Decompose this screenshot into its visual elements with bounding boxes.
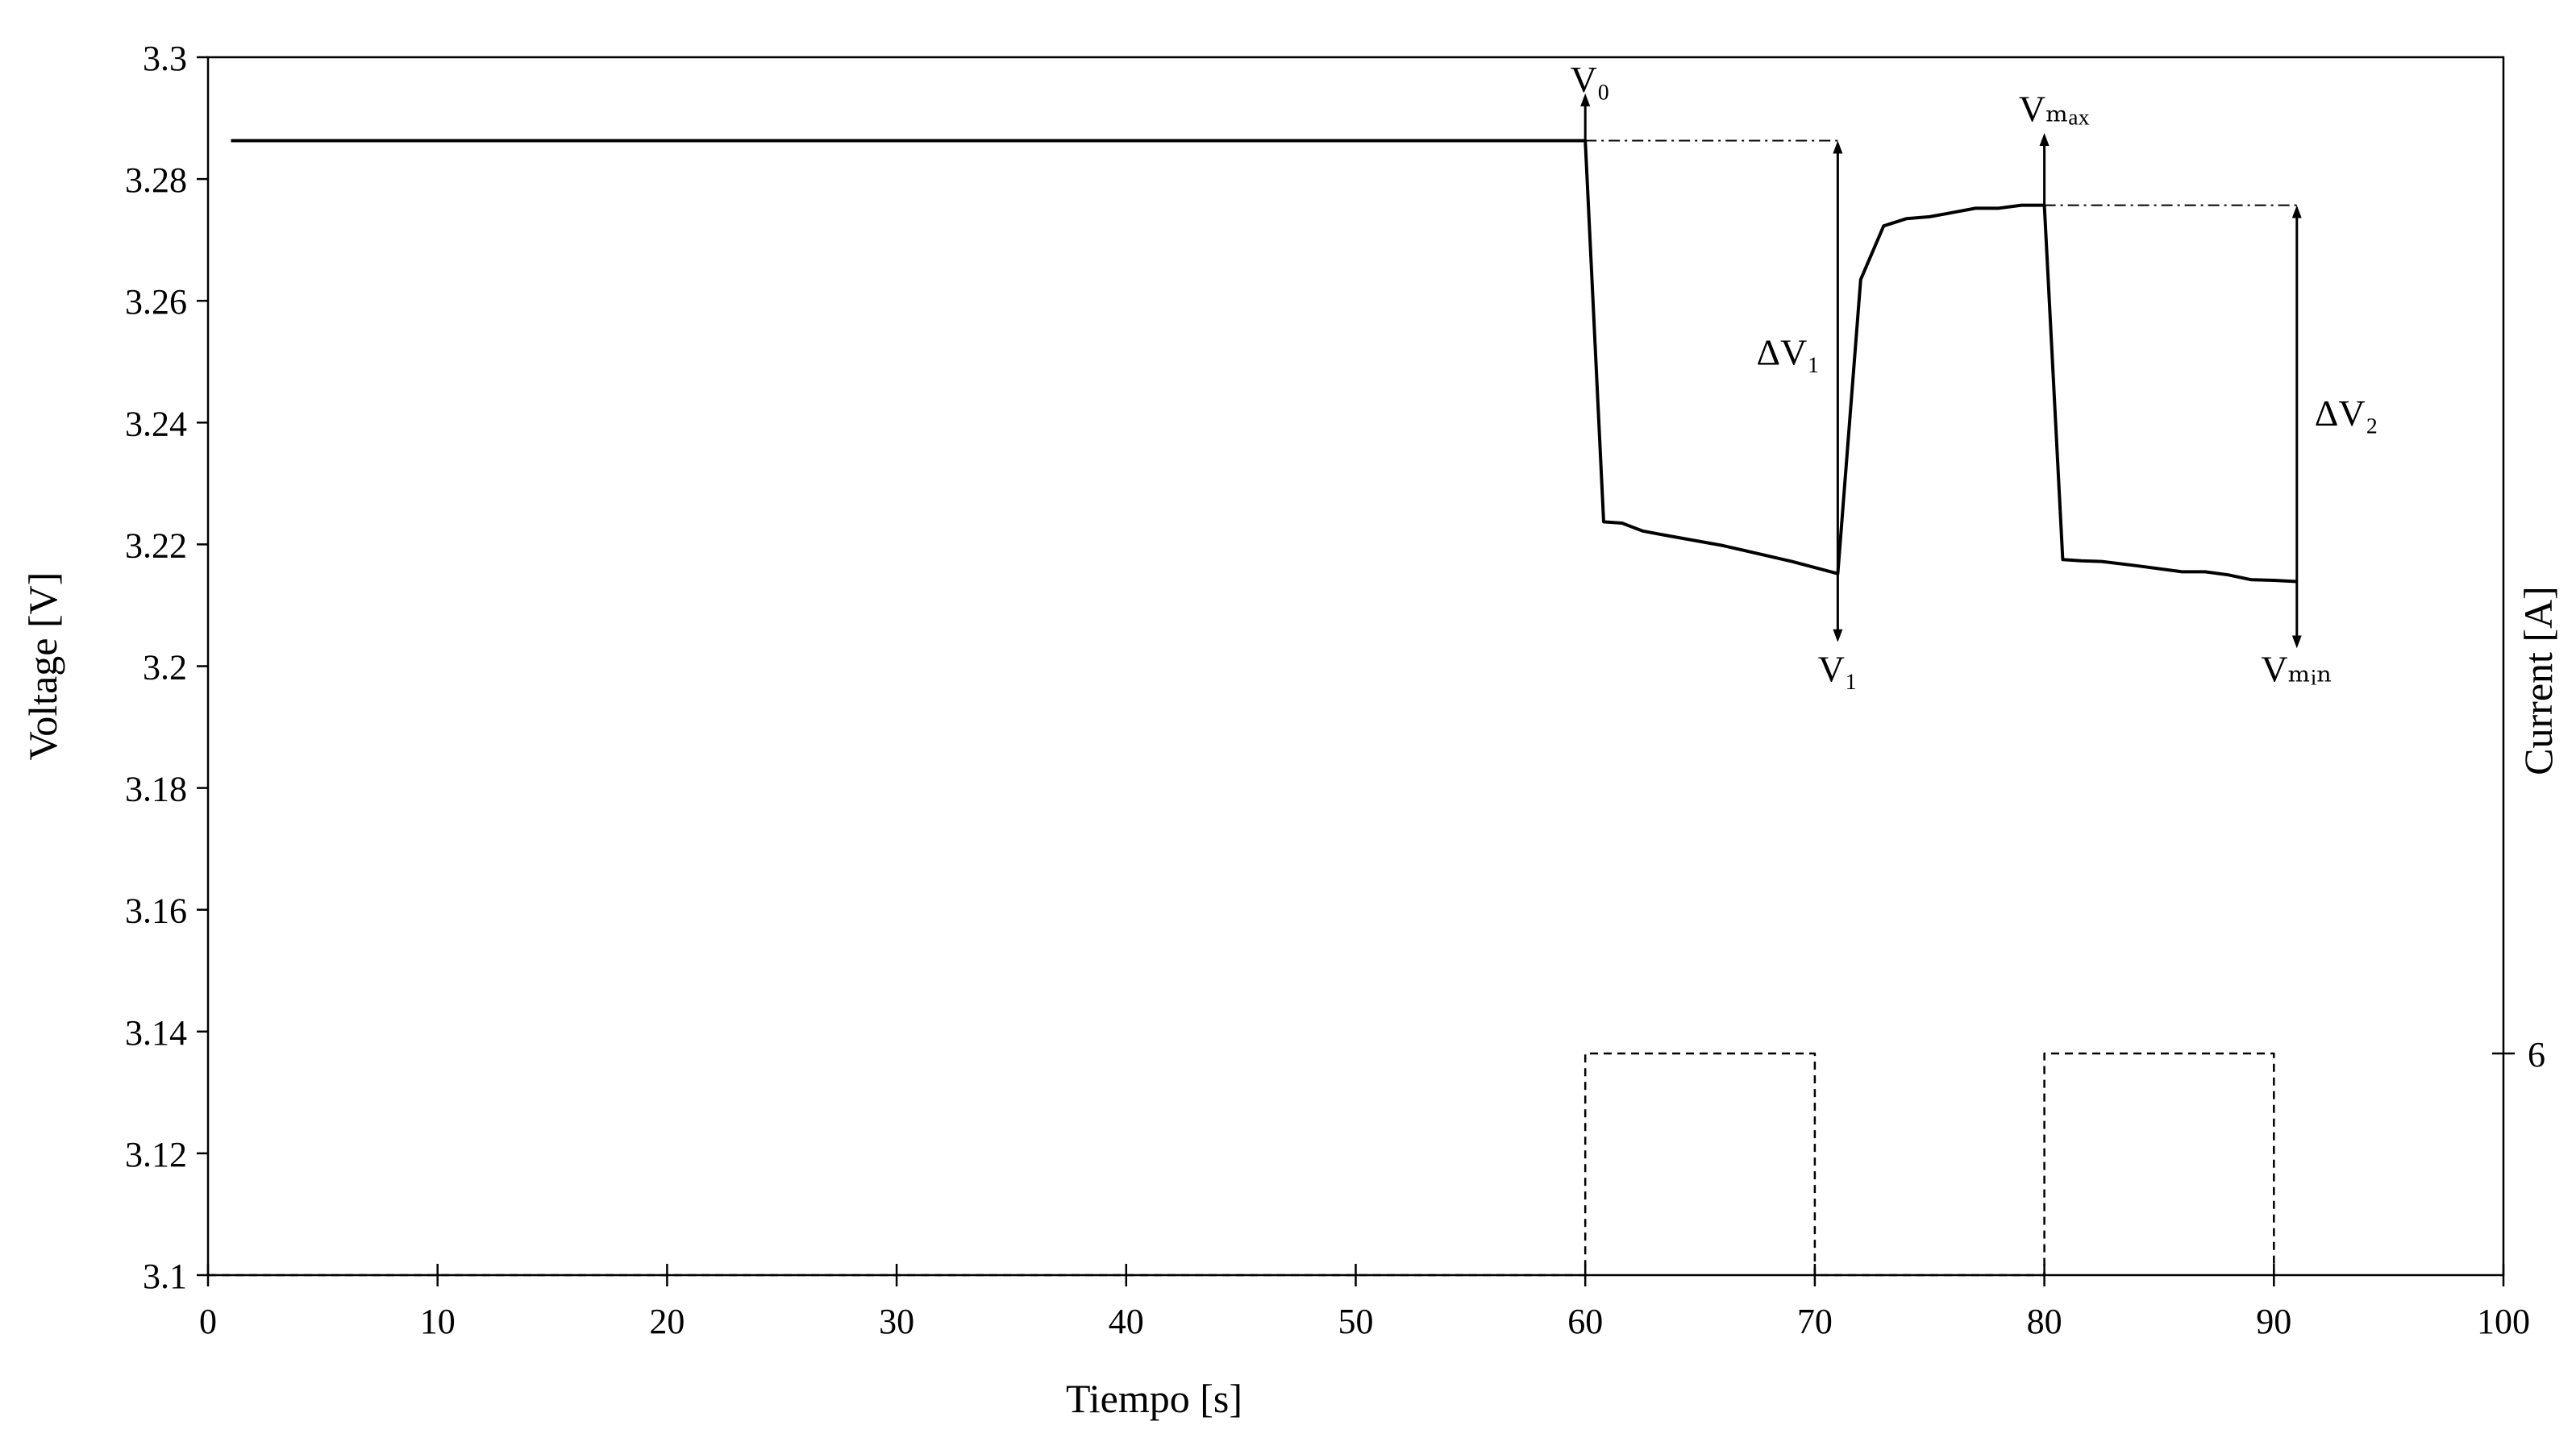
y-tick-label: 3.3 <box>143 39 187 78</box>
y-tick-label: 3.24 <box>125 404 187 443</box>
x-tick-label: 60 <box>1567 1302 1603 1341</box>
current-series-line <box>208 1052 2275 1277</box>
x-tick-label: 80 <box>2027 1302 2062 1341</box>
plot-frame <box>206 56 2505 1277</box>
y-tick-label: 3.18 <box>125 770 187 809</box>
x-tick-label: 70 <box>1797 1302 1833 1341</box>
vmin-label: Vₘᵢₙ <box>2261 648 2333 689</box>
y-tick-label: 3.12 <box>125 1135 187 1174</box>
y-tick-label: 3.1 <box>143 1257 187 1296</box>
y-tick-label: 3.16 <box>125 891 187 931</box>
v1-label: V₁ <box>1818 648 1858 689</box>
y-tick-label: 3.28 <box>125 160 187 200</box>
y2-axis-label: Current [A] <box>2516 586 2561 775</box>
x-tick-label: 30 <box>879 1302 914 1341</box>
vmax-label: Vₘₐₓ <box>2019 89 2090 130</box>
x-tick-label: 100 <box>2477 1302 2530 1341</box>
delta-v2-label: ΔV₂ <box>2315 393 2378 434</box>
voltage-series-line <box>231 139 2297 584</box>
x-tick-label: 20 <box>649 1302 685 1341</box>
delta-v1-label: ΔV₁ <box>1757 332 1821 373</box>
x-tick-label: 10 <box>420 1302 456 1341</box>
y-tick-label: 3.14 <box>125 1013 187 1053</box>
y-tick-label: 3.22 <box>125 526 187 565</box>
x-tick-label: 90 <box>2256 1302 2291 1341</box>
x-tick-label: 50 <box>1338 1302 1374 1341</box>
x-tick-label: 40 <box>1109 1302 1144 1341</box>
x-tick-label: 0 <box>199 1302 217 1341</box>
y-tick-label: 3.26 <box>125 282 187 322</box>
x-axis-label: Tiempo [s] <box>1066 1376 1242 1421</box>
y-tick-label: 3.2 <box>143 648 187 688</box>
y-axis-label: Voltage [V] <box>20 572 65 761</box>
v0-label: V₀ <box>1571 59 1610 100</box>
y2-tick-label: 6 <box>2528 1035 2545 1074</box>
